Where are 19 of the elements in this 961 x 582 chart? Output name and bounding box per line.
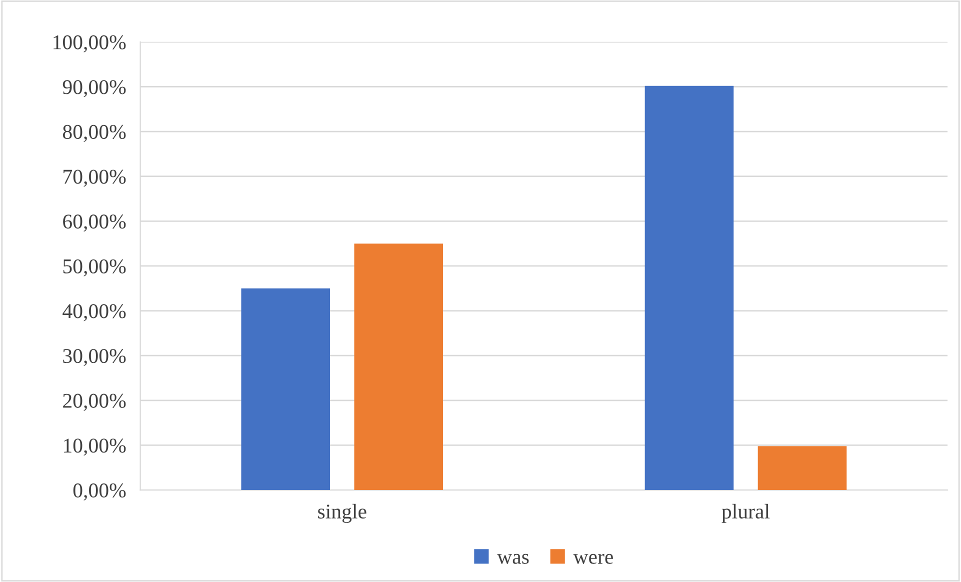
- y-tick-label: 30,00%: [63, 348, 126, 366]
- y-tick-label: 0,00%: [73, 483, 126, 500]
- y-tick-label: 80,00%: [62, 124, 126, 142]
- legend-label: was: [497, 554, 529, 564]
- bar: [758, 446, 847, 490]
- y-tick-label: 90,00%: [62, 80, 126, 98]
- bar: [354, 244, 444, 490]
- y-tick-label: 50,00%: [63, 259, 126, 276]
- y-tick-label: 60,00%: [63, 214, 126, 232]
- y-tick-label: 100,00%: [54, 35, 126, 52]
- legend-label: were: [573, 554, 613, 564]
- y-tick-label: 10,00%: [64, 438, 126, 456]
- y-tick-label: 40,00%: [62, 304, 126, 322]
- y-tick-label: 70,00%: [64, 170, 126, 187]
- x-tick-label: plural: [722, 504, 770, 523]
- bar: [644, 86, 734, 490]
- bar: [241, 288, 330, 490]
- y-tick-label: 20,00%: [63, 394, 126, 411]
- x-tick-label: single: [318, 504, 366, 523]
